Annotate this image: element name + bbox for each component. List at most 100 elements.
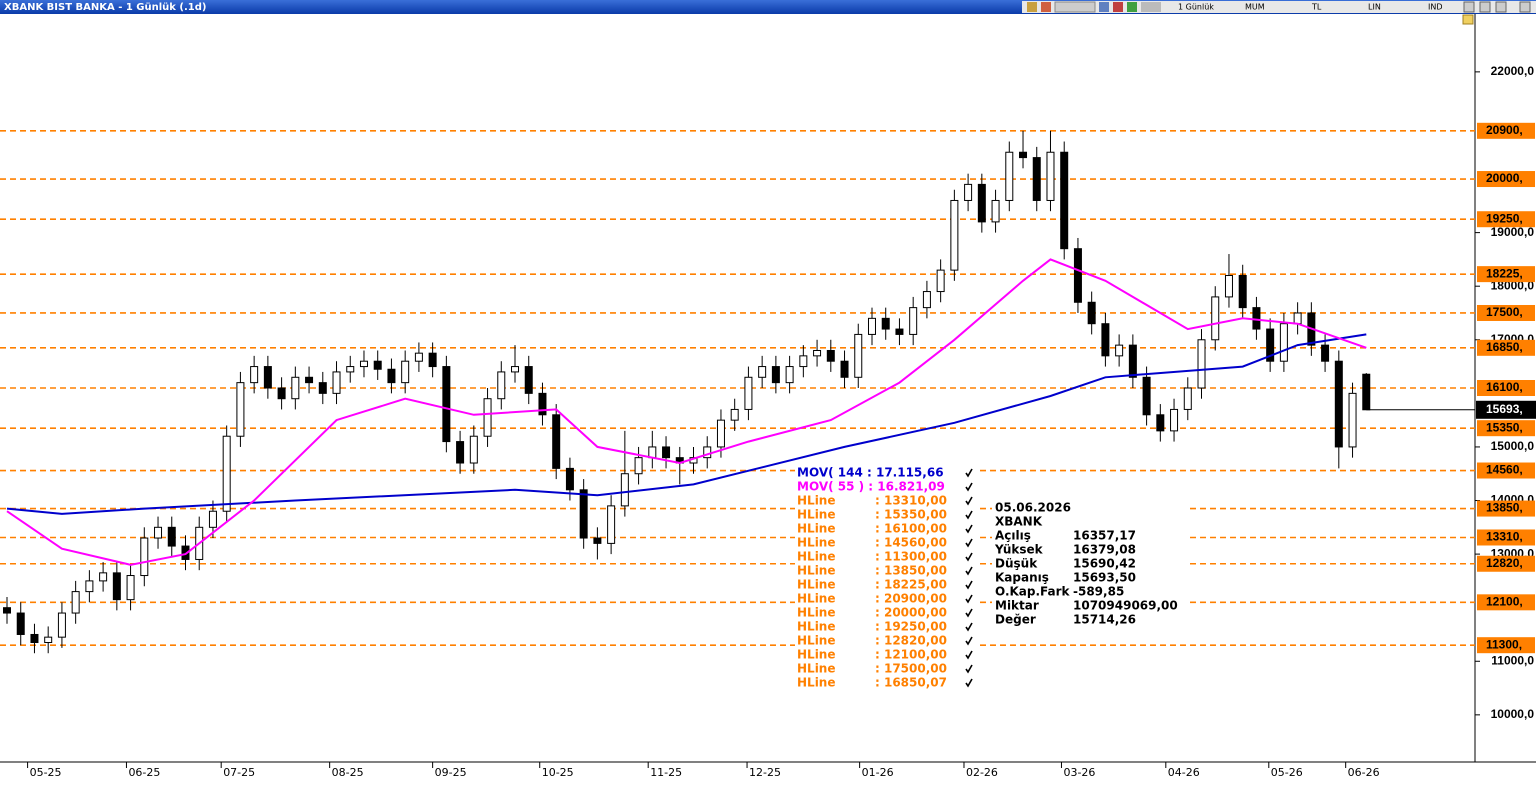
- legend-name: HLine: [797, 620, 835, 634]
- hline-label-box: [1477, 500, 1535, 517]
- close-button[interactable]: [1519, 1, 1531, 13]
- visibility-check: [965, 482, 973, 492]
- hline-label-box: [1477, 594, 1535, 611]
- candle-body: [44, 636, 53, 644]
- minimize-button[interactable]: [1463, 1, 1475, 13]
- candle-body: [854, 333, 863, 378]
- y-tick-label: 11000,0: [1491, 653, 1534, 667]
- visibility-check: [965, 678, 973, 688]
- x-tick-label: 08-25: [332, 766, 364, 779]
- candle-body: [785, 366, 794, 384]
- info-date: 05.06.2026: [995, 501, 1071, 515]
- legend-entry: MOV( 144 : 17.115,66: [797, 466, 944, 480]
- lock-icon[interactable]: [1462, 14, 1474, 25]
- tool-icon[interactable]: [1113, 2, 1123, 12]
- candle-body: [99, 572, 108, 582]
- candle-body: [332, 371, 341, 394]
- candle-body: [579, 489, 588, 539]
- candle-body: [552, 414, 561, 469]
- candle-body: [1266, 328, 1275, 362]
- legend-name: HLine: [797, 648, 835, 662]
- candle-body: [359, 360, 368, 368]
- candle-body: [744, 376, 753, 410]
- visibility-check: [965, 566, 973, 576]
- candle-body: [112, 572, 121, 601]
- candle-body: [1115, 344, 1124, 357]
- hline-label: 13850,: [1486, 501, 1523, 515]
- last-price-label: 15693,: [1486, 402, 1523, 416]
- toolbar-item: 1 Günlük: [1178, 3, 1214, 12]
- legend-entry: MOV( 55 ) : 16.821,09: [797, 480, 945, 494]
- candle-body: [3, 607, 11, 614]
- tool-icon[interactable]: [1127, 2, 1137, 12]
- info-label: Yüksek: [994, 543, 1044, 557]
- legend-value: : 13310,00: [875, 494, 947, 508]
- candle-body: [305, 376, 314, 384]
- last-price-box: [1476, 400, 1536, 419]
- visibility-check: [965, 496, 973, 506]
- x-tick-label: 09-25: [435, 766, 467, 779]
- hline-label-box: [1477, 637, 1535, 654]
- candle-body: [414, 352, 423, 362]
- x-tick-label: 02-26: [966, 766, 998, 779]
- info-value: 16379,08: [1073, 543, 1136, 557]
- hline-label-box: [1477, 304, 1535, 321]
- candle-body: [950, 199, 959, 271]
- legend-name: HLine: [797, 634, 835, 648]
- restore-button[interactable]: [1495, 1, 1507, 13]
- candle-body: [1019, 151, 1028, 159]
- candle-body: [1046, 151, 1055, 201]
- info-value: 15714,26: [1073, 613, 1136, 627]
- legend-value: : 18225,00: [875, 578, 947, 592]
- hline-label: 17500,: [1486, 305, 1523, 319]
- candle-body: [250, 366, 259, 384]
- tool-field[interactable]: [1054, 1, 1096, 13]
- tool-icon[interactable]: [1041, 2, 1051, 12]
- hline-label: 11300,: [1486, 637, 1522, 651]
- candle-body: [263, 366, 272, 389]
- legend-value: : 20900,00: [875, 592, 947, 606]
- info-label: Düşük: [995, 557, 1038, 571]
- candle-body: [620, 473, 629, 507]
- tool-icon[interactable]: [1141, 2, 1161, 12]
- legend-name: HLine: [797, 494, 835, 508]
- legend-name: HLine: [797, 508, 835, 522]
- hline-label: 16850,: [1486, 340, 1523, 354]
- candle-body: [85, 580, 94, 593]
- y-tick-label: 22000,0: [1491, 64, 1535, 78]
- candle-body: [1032, 157, 1041, 201]
- candle-body: [524, 366, 533, 394]
- candle-body: [401, 360, 410, 384]
- info-value: 15690,42: [1073, 557, 1136, 571]
- candle-body: [799, 355, 808, 368]
- hline-label-box: [1477, 122, 1535, 139]
- candle-body: [1005, 151, 1014, 201]
- candle-body: [1170, 408, 1179, 432]
- tool-icon[interactable]: [1027, 2, 1037, 12]
- visibility-check: [965, 636, 973, 646]
- tool-icon[interactable]: [1099, 2, 1109, 12]
- candle-body: [1362, 373, 1371, 411]
- candle-body: [648, 446, 657, 459]
- visibility-check: [965, 580, 973, 590]
- hline-label: 20000,: [1486, 171, 1523, 185]
- toolbar-item: LIN: [1368, 3, 1381, 12]
- x-tick-label: 01-26: [862, 766, 894, 779]
- candle-body: [469, 435, 478, 464]
- hline-label: 16100,: [1486, 380, 1523, 394]
- info-symbol: XBANK: [995, 515, 1043, 529]
- candle-body: [538, 392, 547, 416]
- candle-body: [922, 291, 931, 309]
- candle-body: [1321, 344, 1330, 362]
- legend-value: : 17500,00: [875, 662, 947, 676]
- candle-body: [30, 633, 39, 644]
- info-label: Değer: [995, 613, 1036, 627]
- candle-body: [607, 505, 616, 544]
- hline-label-box: [1477, 420, 1535, 437]
- moving-average: [6, 333, 1367, 515]
- maximize-button[interactable]: [1479, 1, 1491, 13]
- x-tick-label: 05-25: [30, 766, 62, 779]
- hline-label: 13310,: [1486, 530, 1523, 544]
- candle-body: [1211, 296, 1220, 341]
